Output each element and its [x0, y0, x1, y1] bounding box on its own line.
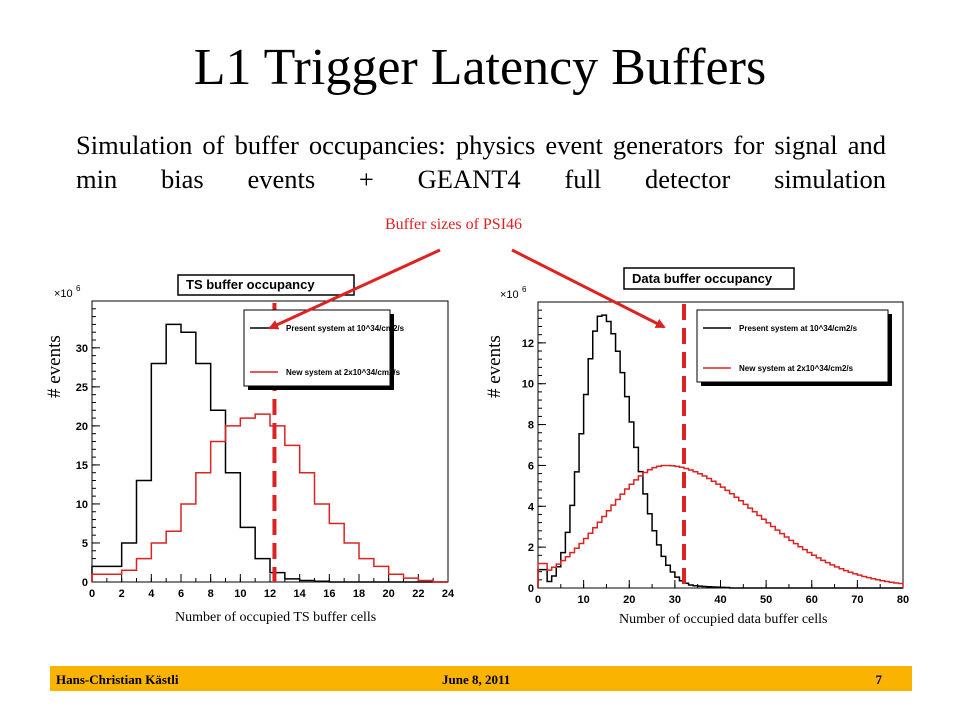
- y-tick-label: 8: [528, 420, 534, 432]
- y-tick-label: 20: [76, 421, 88, 433]
- legend-entry: New system at 2x10^34/cm2/s: [286, 368, 401, 377]
- x-tick-label: 22: [412, 588, 424, 600]
- x-tick-label: 0: [89, 588, 95, 600]
- legend-box: [696, 309, 889, 383]
- slide-title: L1 Trigger Latency Buffers: [193, 39, 767, 96]
- y-tick-label: 10: [76, 499, 88, 511]
- arrow-to-data-buffer: [511, 248, 666, 329]
- y-multiplier: ×10: [500, 289, 519, 301]
- series-present: [91, 323, 448, 583]
- legend-entry: New system at 2x10^34/cm2/s: [739, 364, 854, 373]
- x-tick-label: 14: [294, 588, 307, 600]
- y-tick-label: 10: [522, 379, 534, 391]
- y-tick-label: 5: [82, 538, 88, 550]
- x-tick-label: 10: [578, 594, 590, 606]
- chart2-ylabel: # events: [484, 335, 505, 398]
- slide-subtitle: Simulation of buffer occupancies: physic…: [76, 130, 886, 194]
- y-tick-label: 25: [76, 382, 88, 394]
- x-tick-label: 2: [119, 588, 125, 600]
- x-tick-label: 70: [851, 594, 863, 606]
- legend-entry: Present system at 10^34/cm2/s: [739, 324, 858, 333]
- legend-entry: Present system at 10^34/cm2/s: [286, 324, 405, 333]
- x-tick-label: 50: [760, 594, 772, 606]
- chart-title-box: [177, 274, 355, 296]
- data-buffer-chart: Data buffer occupancy×10 60 10 20 30 40 50 60 70…: [500, 267, 909, 606]
- y-tick-label: 15: [76, 460, 88, 472]
- x-tick-label: 80: [897, 594, 909, 606]
- x-tick-label: 4: [148, 588, 155, 600]
- chart-title-box: [623, 267, 795, 290]
- x-tick-label: 16: [323, 588, 335, 600]
- x-tick-label: 24: [442, 588, 455, 600]
- y-multiplier-exp: 6: [76, 284, 81, 293]
- chart1-ylabel: # events: [44, 335, 65, 398]
- x-tick-label: 10: [234, 588, 246, 600]
- arrow-to-ts-buffer: [268, 248, 441, 330]
- chart-title: Data buffer occupancy: [632, 271, 773, 286]
- x-tick-label: 0: [535, 594, 541, 606]
- x-tick-label: 12: [264, 588, 276, 600]
- y-multiplier-exp: 6: [522, 285, 527, 294]
- footer-date: June 8, 2011: [442, 672, 511, 687]
- x-tick-label: 20: [623, 594, 635, 606]
- series-new: [91, 413, 448, 583]
- series-new: [537, 464, 904, 588]
- y-tick-label: 2: [528, 542, 534, 554]
- x-tick-label: 18: [353, 588, 365, 600]
- series-present: [537, 314, 903, 589]
- y-tick-label: 4: [528, 501, 535, 513]
- y-tick-label: 0: [82, 577, 88, 589]
- x-tick-label: 40: [714, 594, 726, 606]
- chart2-xlabel: Number of occupied data buffer cells: [619, 612, 828, 627]
- x-tick-label: 30: [669, 594, 681, 606]
- y-tick-label: 12: [522, 338, 534, 350]
- footer-author: Hans-Christian Kästli: [56, 672, 179, 687]
- x-tick-label: 8: [208, 588, 214, 600]
- y-tick-label: 0: [528, 583, 534, 595]
- x-tick-label: 6: [178, 588, 184, 600]
- x-tick-label: 60: [806, 594, 818, 606]
- y-multiplier: ×10: [54, 288, 73, 300]
- footer-bar: Hans-Christian Kästli June 8, 2011 7: [50, 666, 912, 691]
- x-tick-label: 20: [383, 588, 395, 600]
- y-tick-label: 6: [528, 460, 534, 472]
- footer-page: 7: [875, 672, 883, 687]
- y-tick-label: 30: [76, 343, 88, 355]
- chart-title: TS buffer occupancy: [186, 277, 315, 292]
- chart1-xlabel: Number of occupied TS buffer cells: [175, 610, 377, 625]
- buffer-size-annotation: Buffer sizes of PSI46: [385, 216, 523, 233]
